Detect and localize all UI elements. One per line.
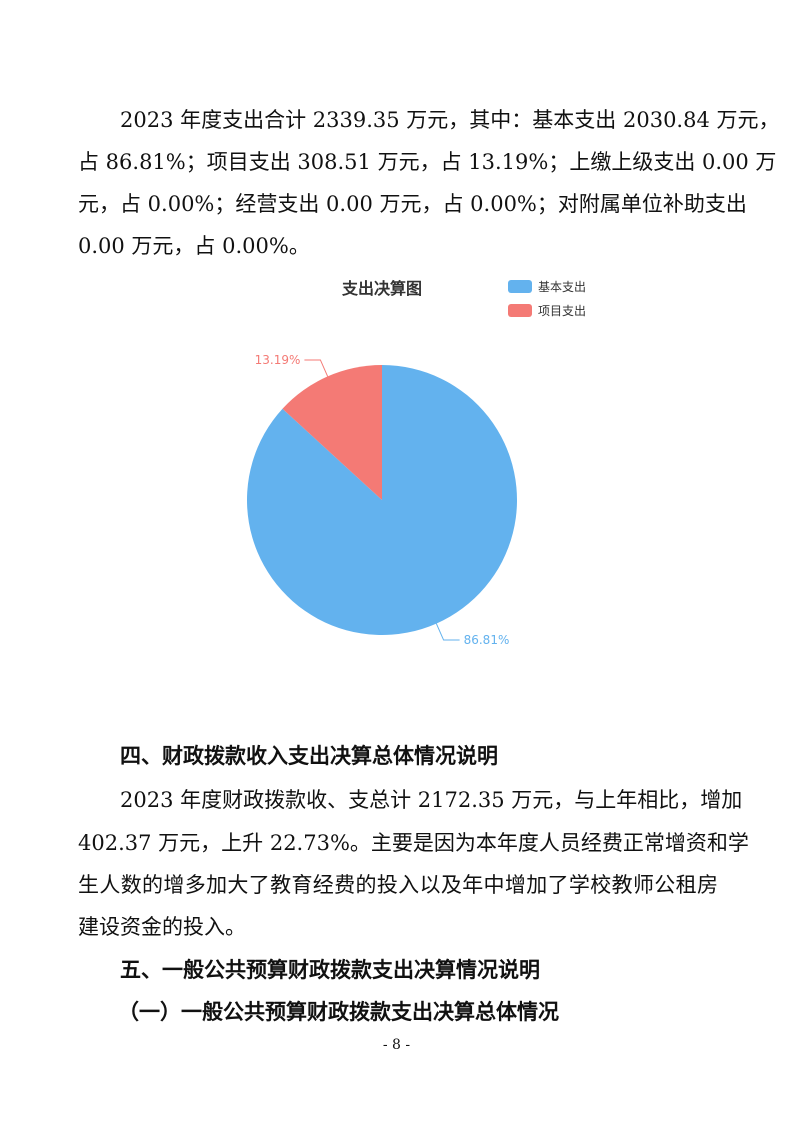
paragraph-line: 2023 年度支出合计 2339.35 万元，其中：基本支出 2030.84 万… — [120, 108, 780, 132]
page-number: - 8 - — [382, 1037, 411, 1053]
leader-line-0 — [435, 623, 460, 641]
paragraph-line: 402.37 万元，上升 22.73%。主要是因为本年度人员经费正常增资和学 — [78, 831, 749, 855]
legend-swatch-0 — [508, 280, 532, 293]
paragraph-line: 2023 年度财政拨款收、支总计 2172.35 万元，与上年相比，增加 — [120, 788, 743, 812]
pie-chart: 支出决算图 基本支出 项目支出 86.81% 13.19% — [247, 279, 586, 647]
section-heading: 四、财政拨款收入支出决算总体情况说明 — [120, 744, 498, 768]
chart-title: 支出决算图 — [341, 279, 422, 298]
legend-swatch-1 — [508, 304, 532, 317]
paragraph-line: 占 86.81%；项目支出 308.51 万元，占 13.19%；上缴上级支出 … — [78, 150, 777, 174]
paragraph-line: 0.00 万元，占 0.00%。 — [78, 234, 310, 258]
data-label-0: 86.81% — [464, 633, 510, 647]
paragraph-line: 生人数的增多加大了教育经费的投入以及年中增加了学校教师公租房 — [78, 873, 718, 897]
legend-label-0: 基本支出 — [538, 280, 586, 294]
subsection-heading: （一）一般公共预算财政拨款支出决算总体情况 — [118, 1000, 559, 1024]
legend-label-1: 项目支出 — [538, 304, 586, 318]
data-label-1: 13.19% — [255, 353, 301, 367]
section-heading: 五、一般公共预算财政拨款支出决算情况说明 — [120, 958, 540, 982]
leader-line-1 — [304, 359, 329, 377]
paragraph-line: 元，占 0.00%；经营支出 0.00 万元，占 0.00%；对附属单位补助支出 — [78, 192, 747, 216]
paragraph-line: 建设资金的投入。 — [78, 915, 246, 939]
pie-slice-1 — [282, 365, 382, 500]
